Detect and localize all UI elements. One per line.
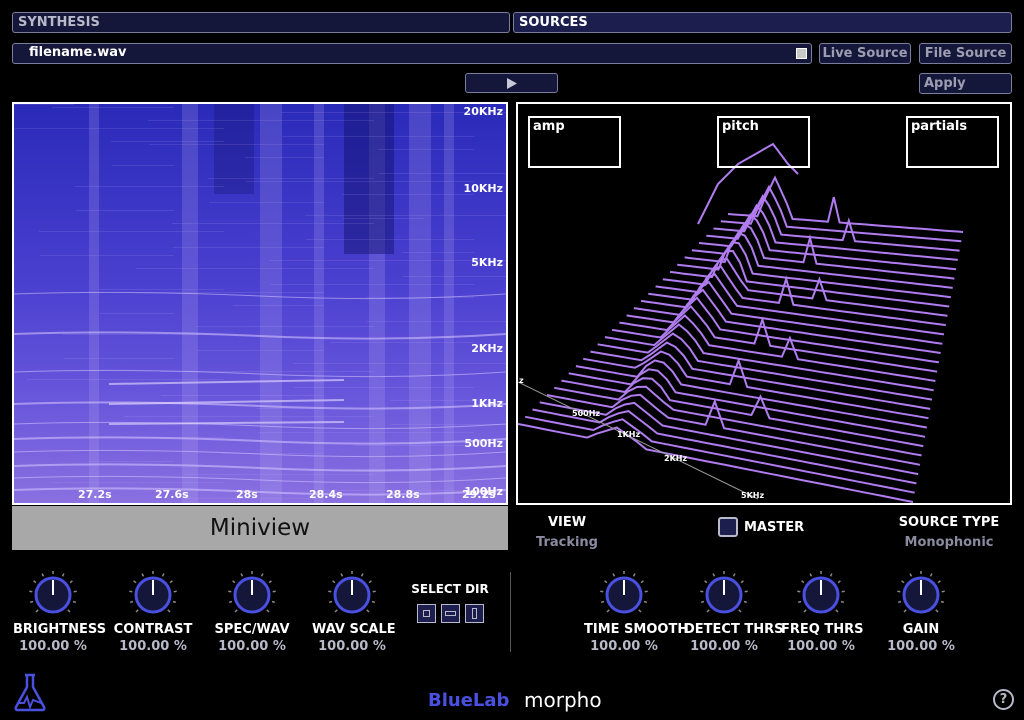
view-title: VIEW: [547, 515, 587, 530]
knob-dial-icon: [129, 571, 177, 614]
file-source-button[interactable]: File Source: [919, 43, 1012, 64]
miniview-label: Miniview: [209, 515, 311, 541]
partials-label: partials: [911, 119, 968, 134]
file-selector[interactable]: filename.wav: [12, 43, 812, 64]
waterfall-plot: [518, 142, 964, 503]
time-tick-label: 27.6s: [155, 488, 189, 501]
product-name: morpho: [524, 688, 602, 712]
axis-label-2khz: 2KHz: [664, 454, 688, 463]
live-source-button[interactable]: Live Source: [819, 43, 911, 64]
tab-sources[interactable]: SOURCES: [513, 12, 1012, 33]
section-divider: [510, 572, 511, 652]
time-tick-label: 27.2s: [78, 488, 112, 501]
source-type-title: SOURCE TYPE: [898, 515, 1000, 530]
knob-value: 100.00 %: [318, 639, 386, 654]
dir-button-1[interactable]: [417, 604, 436, 623]
knob-label: BRIGHTNESS: [13, 622, 107, 637]
play-icon: [507, 78, 517, 89]
knob-dial-icon: [797, 571, 845, 614]
help-icon[interactable]: ?: [993, 689, 1014, 710]
flask-logo-icon: [14, 673, 46, 712]
dir-button-3[interactable]: [465, 604, 484, 623]
knob-dial-icon: [700, 571, 748, 614]
freq-tick-label: 20KHz: [463, 105, 503, 118]
tab-synthesis[interactable]: SYNTHESIS: [12, 12, 510, 33]
brand-name: BlueLab: [428, 690, 510, 711]
waterfall-3d-view[interactable]: amp pitch partials z 500Hz 1KHz 2KHz 5KH…: [516, 102, 1012, 505]
right-knob-gain[interactable]: GAIN 100.00 %: [881, 568, 961, 654]
knob-dial-icon: [600, 571, 648, 614]
right-knob-freq-thrs[interactable]: FREQ THRS 100.00 %: [781, 568, 864, 654]
knob-label: GAIN: [902, 622, 940, 637]
master-checkbox[interactable]: [718, 517, 738, 537]
apply-button[interactable]: Apply: [919, 73, 1012, 94]
freq-tick-label: 100Hz: [464, 485, 503, 498]
knob-label: TIME SMOOTH: [584, 622, 689, 637]
knob-value: 100.00 %: [119, 639, 187, 654]
knob-dial-icon: [228, 571, 276, 614]
select-dir-title: SELECT DIR: [411, 582, 489, 596]
axis-label-z: z: [519, 376, 524, 385]
amp-label: amp: [533, 119, 565, 134]
knob-value: 100.00 %: [690, 639, 758, 654]
source-type-value[interactable]: Monophonic: [904, 535, 994, 550]
knob-label: SPEC/WAV: [214, 622, 290, 637]
left-knob-spec-wav[interactable]: SPEC/WAV 100.00 %: [212, 568, 292, 654]
freq-tick-label: 5KHz: [471, 256, 503, 269]
knob-label: CONTRAST: [113, 622, 193, 637]
view-value[interactable]: Tracking: [536, 535, 598, 550]
dir-button-2[interactable]: [441, 604, 460, 623]
master-label: MASTER: [744, 520, 805, 535]
left-knob-contrast[interactable]: CONTRAST 100.00 %: [113, 568, 193, 654]
spectrogram-view[interactable]: 20KHz 10KHz 5KHz 2KHz 1KHz 500Hz 100Hz 27.2s 27…: [12, 102, 508, 505]
freq-tick-label: 500Hz: [464, 437, 503, 450]
knob-label: DETECT THRS: [684, 622, 784, 637]
left-knob-wav-scale[interactable]: WAV SCALE 100.00 %: [312, 568, 396, 654]
time-tick-label: 28.8s: [386, 488, 420, 501]
axis-label-5khz: 5KHz: [741, 491, 765, 500]
knob-value: 100.00 %: [19, 639, 87, 654]
file-name: filename.wav: [29, 45, 127, 60]
time-tick-label: 29.2s: [462, 488, 496, 501]
axis-label-1khz: 1KHz: [617, 430, 641, 439]
right-knob-time-smooth[interactable]: TIME SMOOTH 100.00 %: [584, 568, 689, 654]
knob-label: WAV SCALE: [312, 622, 396, 637]
left-knob-brightness[interactable]: BRIGHTNESS 100.00 %: [13, 568, 107, 654]
knob-dial-icon: [328, 571, 376, 614]
pitch-label: pitch: [722, 119, 759, 134]
amp-box[interactable]: amp: [528, 116, 621, 168]
knob-value: 100.00 %: [887, 639, 955, 654]
right-knob-detect-thrs[interactable]: DETECT THRS 100.00 %: [684, 568, 784, 654]
partials-box[interactable]: partials: [906, 116, 999, 168]
time-tick-label: 28.4s: [309, 488, 343, 501]
knob-value: 100.00 %: [590, 639, 658, 654]
knob-dial-icon: [29, 571, 77, 614]
spectrogram-image: [14, 104, 506, 503]
miniview[interactable]: Miniview: [12, 506, 508, 550]
knob-dial-icon: [897, 571, 945, 614]
pitch-box[interactable]: pitch: [717, 116, 810, 168]
axis-label-500hz: 500Hz: [572, 409, 601, 418]
time-tick-label: 28s: [236, 488, 258, 501]
freq-tick-label: 1KHz: [471, 397, 503, 410]
file-toggle-icon[interactable]: [796, 48, 807, 59]
freq-tick-label: 10KHz: [463, 182, 503, 195]
knob-label: FREQ THRS: [781, 622, 864, 637]
knob-value: 100.00 %: [787, 639, 855, 654]
knob-value: 100.00 %: [218, 639, 286, 654]
play-button[interactable]: [465, 73, 558, 93]
freq-tick-label: 2KHz: [471, 342, 503, 355]
